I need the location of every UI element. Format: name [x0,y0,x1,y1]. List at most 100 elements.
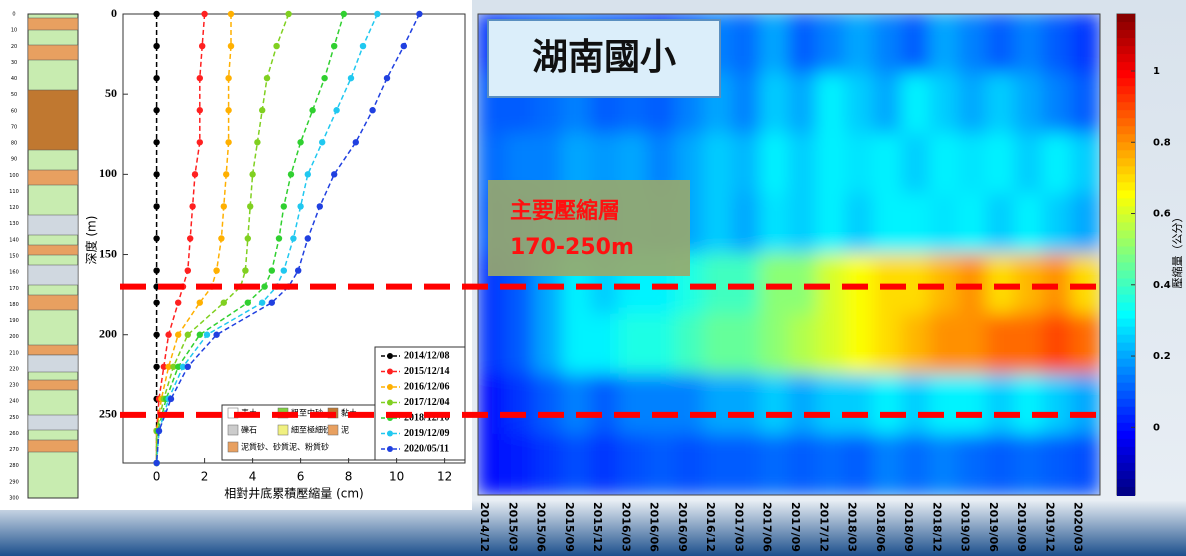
data-point [153,74,160,82]
heat-cell [929,73,960,136]
heat-cell [872,313,904,376]
data-point [347,74,355,82]
colorbar-tick-label: 0.4 [1153,280,1171,291]
lithology-depth-label: 60 [11,108,17,114]
data-point [333,107,340,114]
colorbar-step [1117,414,1135,424]
heat-cell [957,313,988,376]
data-point [275,235,283,242]
x-tick-label: 8 [345,470,353,484]
legend-marker [387,446,393,452]
lithology-depth-label: 130 [9,221,19,227]
heat-cell [590,373,621,436]
colorbar-step [1117,206,1135,216]
heat-cell [505,313,536,376]
data-point [179,363,187,370]
heat-cell [929,193,960,256]
colorbar-step [1117,62,1135,72]
colorbar-step [1117,438,1135,448]
data-point [153,459,160,467]
heat-cell [1070,313,1100,376]
lithology-band [27,379,79,391]
colorbar-step [1117,390,1135,400]
data-point [304,235,311,242]
colorbar-step [1117,46,1135,56]
lithology-band [27,344,79,356]
y-tick-label: 200 [99,326,117,340]
heat-cell [1070,133,1100,196]
heat-cell [985,133,1017,196]
colorbar-step [1117,262,1135,272]
y-tick-label: 50 [105,86,117,100]
colorbar-step [1117,78,1135,88]
colorbar-step [1117,126,1135,136]
data-point [213,331,220,338]
y-tick-label: 250 [99,407,117,421]
data-point [359,42,367,50]
colorbar-tick-label: 1 [1153,66,1160,77]
heat-cell [788,14,819,76]
colorbar-tick-label: 0.2 [1153,351,1171,362]
heat-cell [646,313,677,376]
heat-cell [1014,14,1045,76]
lithology-swatch [227,441,239,453]
heat-cell [759,433,790,495]
data-point [165,363,172,370]
plot-frame [122,13,466,464]
lithology-depth-label: 290 [9,479,19,485]
data-point [309,107,316,114]
data-point [175,299,182,306]
colorbar-step [1117,174,1135,184]
lithology-band [27,44,79,61]
heat-cell [703,133,734,196]
data-point [167,395,175,403]
colorbar-step [1117,198,1135,208]
heat-cell [731,133,762,196]
y-axis-label: 深度 (m) [84,216,99,265]
lithology-legend-label: 礫石 [241,425,257,435]
x-tick-label: 2015/03 [506,502,519,552]
colorbar-step [1117,286,1135,296]
heat-cell [674,433,706,495]
heat-cell [844,133,875,196]
colorbar-label: 壓縮量（公分） [1170,212,1184,289]
y-tick-label: 100 [99,166,117,180]
colorbar-step [1117,254,1135,264]
x-tick-label: 2018/03 [846,502,859,552]
lithology-depth-label: 210 [9,350,19,356]
colorbar-step [1117,190,1135,200]
heat-cell [561,373,593,436]
lithology-depth-label: 260 [9,431,19,437]
heat-cell [731,193,762,256]
data-point [160,363,167,370]
data-point [319,139,326,146]
data-point [153,139,160,146]
heat-cell [759,14,790,76]
heat-cell [957,373,988,436]
data-point [261,283,268,290]
data-point [316,203,323,210]
colorbar-step [1117,318,1135,328]
colorbar-step [1117,462,1135,472]
colorbar-step [1117,382,1135,392]
heat-cell [759,373,790,436]
x-tick-label: 10 [389,470,404,484]
heat-cell [759,73,790,136]
heat-cell [674,373,706,436]
heat-cell [844,14,875,76]
lithology-depth-label: 20 [11,44,17,50]
heat-cell [901,433,932,495]
lithology-legend-label: 細至極細砂 [291,425,331,435]
colorbar-step [1117,86,1135,96]
heat-cell [703,373,734,436]
data-point [259,107,266,114]
heat-cell [1070,433,1100,495]
data-point [331,171,338,178]
colorbar-step [1117,366,1135,376]
heat-cell [731,433,762,495]
colorbar-step [1117,446,1135,456]
lithology-depth-label: 0 [12,12,15,18]
heat-cell [929,313,960,376]
lithology-legend-label: 泥質砂、砂質泥、粉質砂 [241,442,329,452]
heat-cell [985,313,1017,376]
